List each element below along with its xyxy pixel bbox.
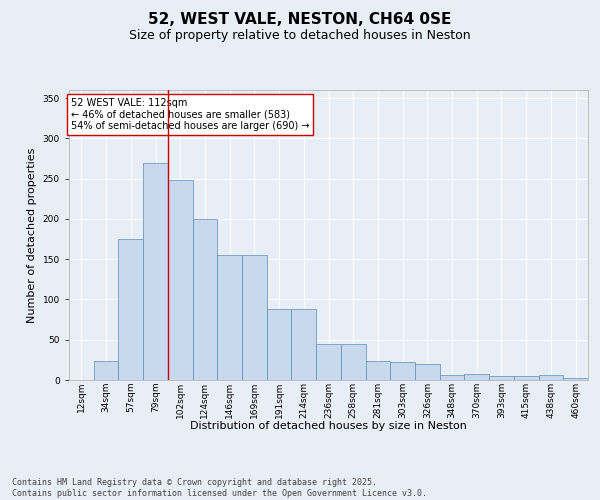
Bar <box>341 344 365 380</box>
Bar <box>94 362 118 380</box>
Bar <box>267 309 292 380</box>
Bar <box>217 255 242 380</box>
Bar <box>118 239 143 380</box>
Y-axis label: Number of detached properties: Number of detached properties <box>27 148 37 322</box>
Bar <box>539 375 563 380</box>
Bar <box>514 376 539 380</box>
Bar <box>316 344 341 380</box>
Bar <box>292 309 316 380</box>
Text: Contains HM Land Registry data © Crown copyright and database right 2025.
Contai: Contains HM Land Registry data © Crown c… <box>12 478 427 498</box>
Bar <box>242 255 267 380</box>
X-axis label: Distribution of detached houses by size in Neston: Distribution of detached houses by size … <box>190 420 467 430</box>
Bar <box>390 362 415 380</box>
Bar <box>168 180 193 380</box>
Bar <box>415 364 440 380</box>
Bar <box>193 219 217 380</box>
Bar <box>464 374 489 380</box>
Bar <box>489 376 514 380</box>
Text: Size of property relative to detached houses in Neston: Size of property relative to detached ho… <box>129 29 471 42</box>
Bar <box>365 362 390 380</box>
Bar <box>440 375 464 380</box>
Text: 52 WEST VALE: 112sqm
← 46% of detached houses are smaller (583)
54% of semi-deta: 52 WEST VALE: 112sqm ← 46% of detached h… <box>71 98 310 132</box>
Bar <box>143 162 168 380</box>
Bar <box>563 378 588 380</box>
Text: 52, WEST VALE, NESTON, CH64 0SE: 52, WEST VALE, NESTON, CH64 0SE <box>148 12 452 28</box>
